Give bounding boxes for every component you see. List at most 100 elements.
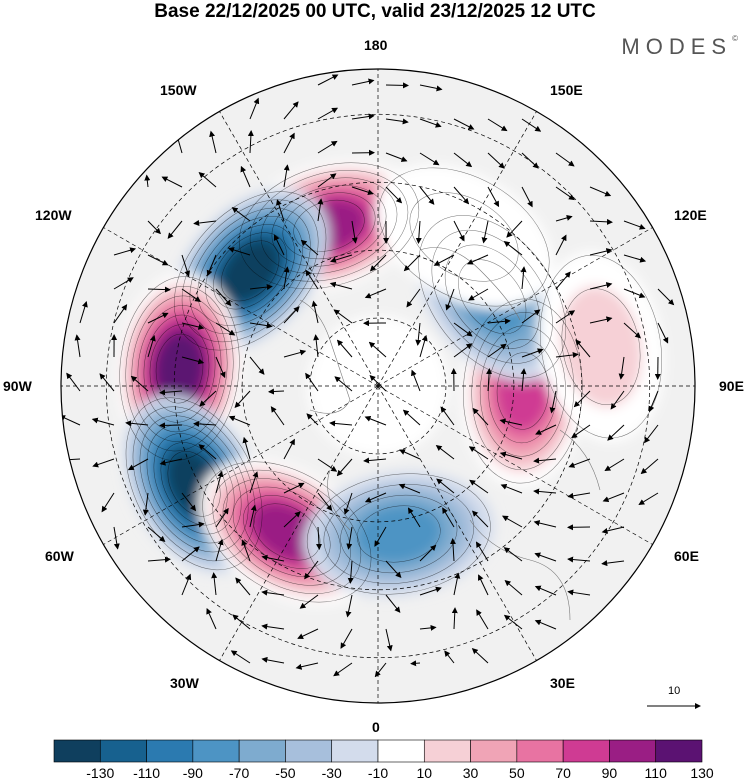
wind-arrow (234, 390, 251, 409)
colorbar-swatch (516, 739, 564, 763)
wind-arrow (317, 107, 339, 120)
wind-arrow (419, 152, 440, 166)
anomaly-band (355, 504, 443, 564)
meridian-line (377, 111, 537, 387)
contour-line (125, 397, 263, 571)
wind-arrow (433, 254, 455, 266)
colorbar-tick-label: -10 (367, 765, 389, 781)
wind-arrow (568, 458, 591, 468)
wind-arrow (589, 316, 613, 324)
wind-arrow (283, 306, 300, 324)
wind-arrow (333, 662, 353, 677)
wind-arrow (113, 247, 137, 256)
wind-arrow (419, 186, 435, 205)
wind-arrow (215, 538, 224, 562)
wind-arrow (555, 215, 573, 222)
wind-arrow (299, 594, 319, 609)
contour-line (323, 484, 474, 584)
wind-arrow (589, 282, 613, 290)
wind-arrow (181, 546, 200, 562)
colorbar-tick-label: -50 (275, 765, 296, 781)
wind-arrow (555, 234, 567, 256)
lon-label-60w: 60W (45, 548, 74, 564)
colorbar-tick-label: 70 (555, 765, 571, 781)
anomaly-band (220, 239, 281, 303)
wind-arrow (385, 152, 408, 162)
wind-arrow (330, 254, 353, 263)
wind-arrow (283, 164, 290, 188)
wind-arrow (503, 547, 523, 562)
contour-line (125, 286, 234, 452)
lon-label-180: 180 (364, 37, 388, 53)
wind-arrow (270, 406, 285, 426)
wind-arrow (453, 152, 473, 168)
wind-arrow (478, 574, 489, 596)
wind-arrow (305, 372, 319, 392)
wind-arrow (235, 577, 251, 596)
wind-arrow (374, 526, 387, 547)
wind-arrow (623, 288, 646, 299)
wind-arrow (571, 424, 591, 439)
wind-arrow (385, 118, 409, 125)
wind-arrow (101, 492, 115, 513)
wind-arrow (125, 420, 149, 427)
wind-arrow (161, 176, 183, 188)
meridian-line (377, 385, 653, 545)
wind-arrow (317, 74, 339, 86)
wind-arrow (500, 483, 523, 494)
wind-arrow (533, 488, 557, 495)
wind-arrow (436, 478, 455, 494)
wind-arrow (249, 356, 265, 375)
colorbar-tick-label: 10 (416, 765, 433, 781)
map-title: Base 22/12/2025 00 UTC, valid 23/12/2025… (154, 1, 596, 22)
wind-arrow (607, 424, 625, 441)
contour-line (249, 170, 409, 282)
wind-arrow (283, 266, 290, 290)
colorbar-swatch (285, 739, 333, 763)
colorbar-tick-label: -110 (133, 765, 161, 781)
wind-arrow (300, 239, 319, 256)
wind-arrow (127, 458, 149, 471)
coastlines (299, 247, 601, 621)
wind-arrow (351, 186, 374, 196)
lon-label-30w: 30W (170, 675, 199, 691)
colorbar-swatch (331, 739, 379, 763)
wind-arrow (329, 281, 353, 290)
coastline (299, 299, 351, 414)
wind-arrow (472, 407, 489, 426)
wind-arrow (506, 220, 523, 238)
map-disk (61, 69, 695, 703)
wind-arrow (316, 526, 322, 550)
wind-arrow (487, 186, 500, 208)
wind-arrow (521, 309, 541, 324)
wind-arrow (453, 322, 473, 337)
wind-arrow (147, 286, 171, 293)
colorbar-swatch (99, 739, 147, 763)
colorbar-swatch (238, 739, 286, 763)
wind-arrow (147, 526, 166, 543)
wind-arrow (604, 458, 625, 472)
wind-arrow (276, 199, 285, 222)
wind-arrow (317, 198, 324, 222)
wind-arrow (181, 356, 205, 365)
wind-arrow (453, 572, 461, 596)
wind-arrow (501, 515, 523, 528)
wind-arrow (159, 389, 183, 396)
wind-arrow (261, 623, 285, 630)
wind-arrow (99, 373, 115, 392)
wind-arrow (623, 322, 642, 339)
contour-line (431, 229, 553, 364)
lon-label-120e: 120E (674, 207, 707, 223)
wind-arrow (74, 334, 81, 358)
map-boundary (60, 68, 696, 704)
brand-logo: MODES© (621, 34, 738, 60)
colorbar-swatch (146, 739, 194, 763)
meridian-line (377, 227, 653, 387)
wind-arrow (410, 660, 421, 667)
wind-arrow (336, 339, 353, 358)
colorbar-tick-label: 50 (509, 765, 525, 781)
wind-arrow (602, 492, 625, 503)
wind-arrow (419, 334, 428, 358)
wind-arrow (232, 614, 251, 630)
wind-arrow (521, 118, 542, 132)
